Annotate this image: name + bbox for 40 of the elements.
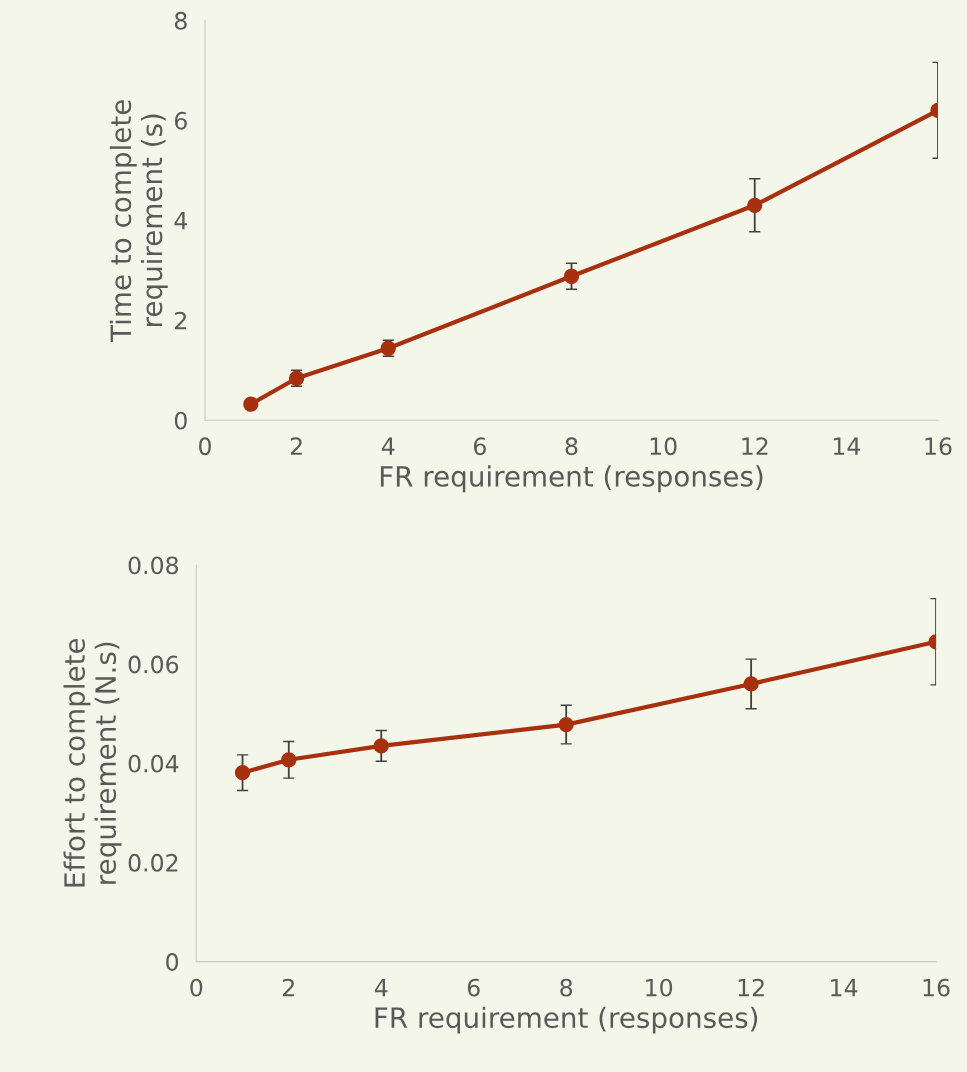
x-tick-label: 0 — [199, 437, 211, 456]
x-axis-title: FR requirement (responses) — [380, 465, 763, 493]
x-tick-label: 16 — [923, 978, 950, 997]
y-tick-label: 0 — [174, 411, 187, 430]
x-tick-label: 14 — [833, 437, 861, 455]
point — [281, 752, 297, 768]
point — [373, 738, 389, 754]
y-tick-label: 0.08 — [128, 556, 179, 575]
x-tick-label: 14 — [831, 978, 858, 997]
x-tick-label: 4 — [374, 978, 388, 997]
point — [743, 676, 759, 692]
x-tick-label: 4 — [381, 437, 395, 455]
x-tick-label: 8 — [560, 978, 573, 997]
y-tick-label: 2 — [175, 311, 186, 330]
point — [558, 716, 574, 733]
y-tick-label: 0 — [166, 953, 179, 971]
point — [234, 765, 251, 781]
x-tick-label: 6 — [467, 978, 480, 997]
x-tick-label: 8 — [565, 437, 578, 456]
x-tick-label: 16 — [925, 437, 952, 456]
y-tick-label: 6 — [174, 111, 187, 130]
y-tick-label: 8 — [174, 11, 187, 30]
point — [243, 396, 259, 412]
x-tick-label: 12 — [738, 978, 764, 997]
x-tick-label: 2 — [290, 437, 302, 455]
y-tick-label: 0.02 — [128, 853, 178, 872]
x-tick-label: 2 — [282, 978, 294, 997]
y-axis-title: Effort to complete requirement (N.s) — [63, 638, 122, 887]
x-tick-label: 0 — [190, 978, 203, 997]
point — [747, 197, 763, 213]
x-tick-label: 6 — [474, 437, 486, 456]
y-tick-label: 4 — [174, 212, 188, 230]
x-axis-title: FR requirement (responses) — [375, 1006, 758, 1034]
y-tick-label: 0.04 — [128, 754, 179, 773]
x-tick-label: 10 — [646, 978, 673, 997]
y-tick-label: 0.06 — [128, 655, 179, 674]
y-axis-title: Time to complete requirement (s) — [109, 100, 168, 343]
point — [563, 268, 580, 284]
x-tick-label: 10 — [650, 437, 677, 456]
x-tick-label: 12 — [742, 437, 768, 455]
